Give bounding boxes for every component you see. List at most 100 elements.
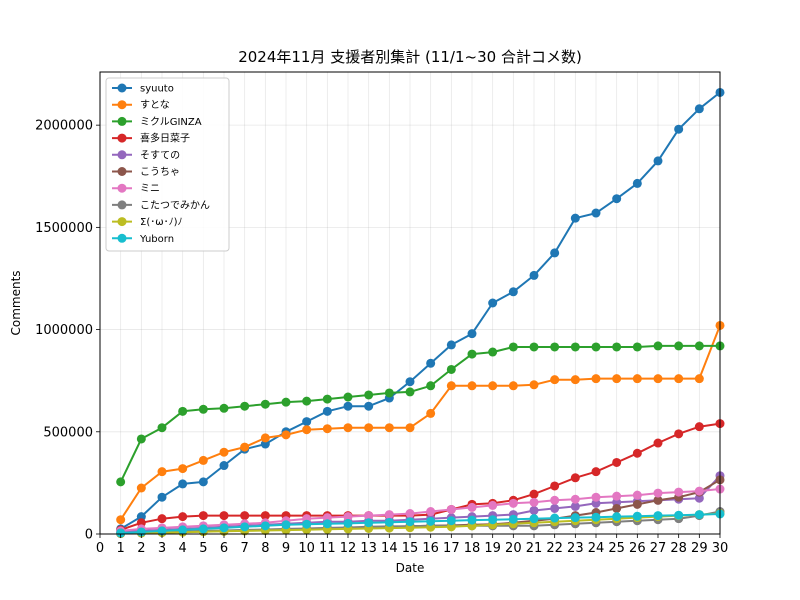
data-point: [384, 388, 394, 398]
data-point: [591, 374, 601, 384]
y-axis: 0 500000 1000000 1500000 2000000: [35, 119, 100, 543]
data-point: [488, 515, 498, 525]
x-tick-label: 17: [443, 541, 460, 556]
data-point: [302, 425, 312, 435]
legend-marker: [117, 133, 127, 143]
data-point: [178, 525, 188, 535]
data-point: [281, 520, 291, 530]
series-layer: [116, 87, 725, 539]
legend-marker: [117, 100, 127, 110]
data-point: [446, 504, 456, 514]
legend-marker: [117, 150, 127, 160]
data-point: [446, 364, 456, 374]
data-point: [240, 442, 250, 452]
data-point: [405, 387, 415, 397]
data-point: [570, 473, 580, 483]
x-tick-label: 28: [670, 541, 687, 556]
data-point: [198, 455, 208, 465]
data-point: [550, 503, 560, 513]
x-tick-label: 30: [712, 541, 729, 556]
legend-box: [105, 77, 230, 252]
x-tick-label: 7: [241, 541, 249, 556]
x-tick-label: 22: [546, 541, 563, 556]
data-point: [157, 467, 167, 477]
data-point: [467, 381, 477, 391]
x-tick-label: 24: [588, 541, 605, 556]
x-tick-label: 29: [691, 541, 708, 556]
data-point: [653, 438, 663, 448]
data-point: [343, 518, 353, 528]
data-point: [529, 514, 539, 524]
data-point: [550, 481, 560, 491]
data-point: [364, 511, 374, 521]
y-tick-label: 500000: [43, 425, 93, 440]
data-point: [198, 404, 208, 414]
legend-marker: [117, 217, 127, 227]
data-point: [240, 401, 250, 411]
data-point: [364, 390, 374, 400]
legend-item: 喜多日菜子: [112, 132, 190, 145]
data-point: [694, 486, 704, 496]
x-tick-label: 23: [567, 541, 584, 556]
data-point: [632, 342, 642, 352]
x-axis: 0 1 2 3 4 5 6 7 8 9 10 11 12 13 14 15 16 17 18 19 20 21 22 23 24…: [96, 534, 728, 556]
data-point: [508, 514, 518, 524]
data-point: [302, 417, 312, 427]
x-tick-label: 27: [650, 541, 667, 556]
data-point: [281, 430, 291, 440]
chart-title: 2024年11月 支援者別集計 (11/1~30 合計コメ数): [238, 48, 582, 66]
data-point: [260, 399, 270, 409]
legend-label: ミニ: [140, 184, 160, 195]
data-point: [364, 423, 374, 433]
data-point: [570, 501, 580, 511]
legend-label: 喜多日菜子: [140, 132, 190, 145]
data-point: [632, 374, 642, 384]
legend-label: Σ(･ω･ﾉ)ﾉ: [140, 217, 183, 228]
data-point: [508, 342, 518, 352]
data-point: [488, 381, 498, 391]
legend-label: Yuborn: [139, 234, 174, 245]
legend-item: こたつでみかん: [112, 199, 210, 211]
x-tick-label: 10: [298, 541, 315, 556]
data-point: [632, 178, 642, 188]
data-point: [550, 513, 560, 523]
data-point: [570, 342, 580, 352]
data-point: [694, 104, 704, 114]
data-point: [612, 491, 622, 501]
x-tick-label: 26: [629, 541, 646, 556]
data-point: [446, 516, 456, 526]
x-tick-label: 14: [381, 541, 398, 556]
legend-marker: [117, 83, 127, 93]
data-point: [508, 381, 518, 391]
data-point: [116, 528, 126, 538]
data-point: [384, 510, 394, 520]
series-ミクルGINZA: [116, 341, 725, 487]
data-point: [467, 349, 477, 359]
x-tick-label: 15: [402, 541, 419, 556]
x-tick-label: 20: [505, 541, 522, 556]
data-point: [384, 517, 394, 527]
data-point: [467, 329, 477, 339]
data-point: [198, 477, 208, 487]
data-point: [632, 499, 642, 509]
data-point: [136, 483, 146, 493]
legend-marker: [117, 233, 127, 243]
x-tick-label: 9: [282, 541, 290, 556]
data-point: [550, 342, 560, 352]
data-point: [322, 424, 332, 434]
x-axis-label: Date: [396, 561, 425, 575]
data-point: [488, 298, 498, 308]
y-tick-label: 1000000: [35, 323, 93, 338]
data-point: [405, 423, 415, 433]
legend-marker: [117, 200, 127, 210]
data-point: [178, 512, 188, 522]
data-point: [322, 394, 332, 404]
y-tick-label: 2000000: [35, 119, 93, 134]
data-point: [157, 514, 167, 524]
data-point: [219, 447, 229, 457]
data-point: [157, 526, 167, 536]
data-point: [446, 381, 456, 391]
